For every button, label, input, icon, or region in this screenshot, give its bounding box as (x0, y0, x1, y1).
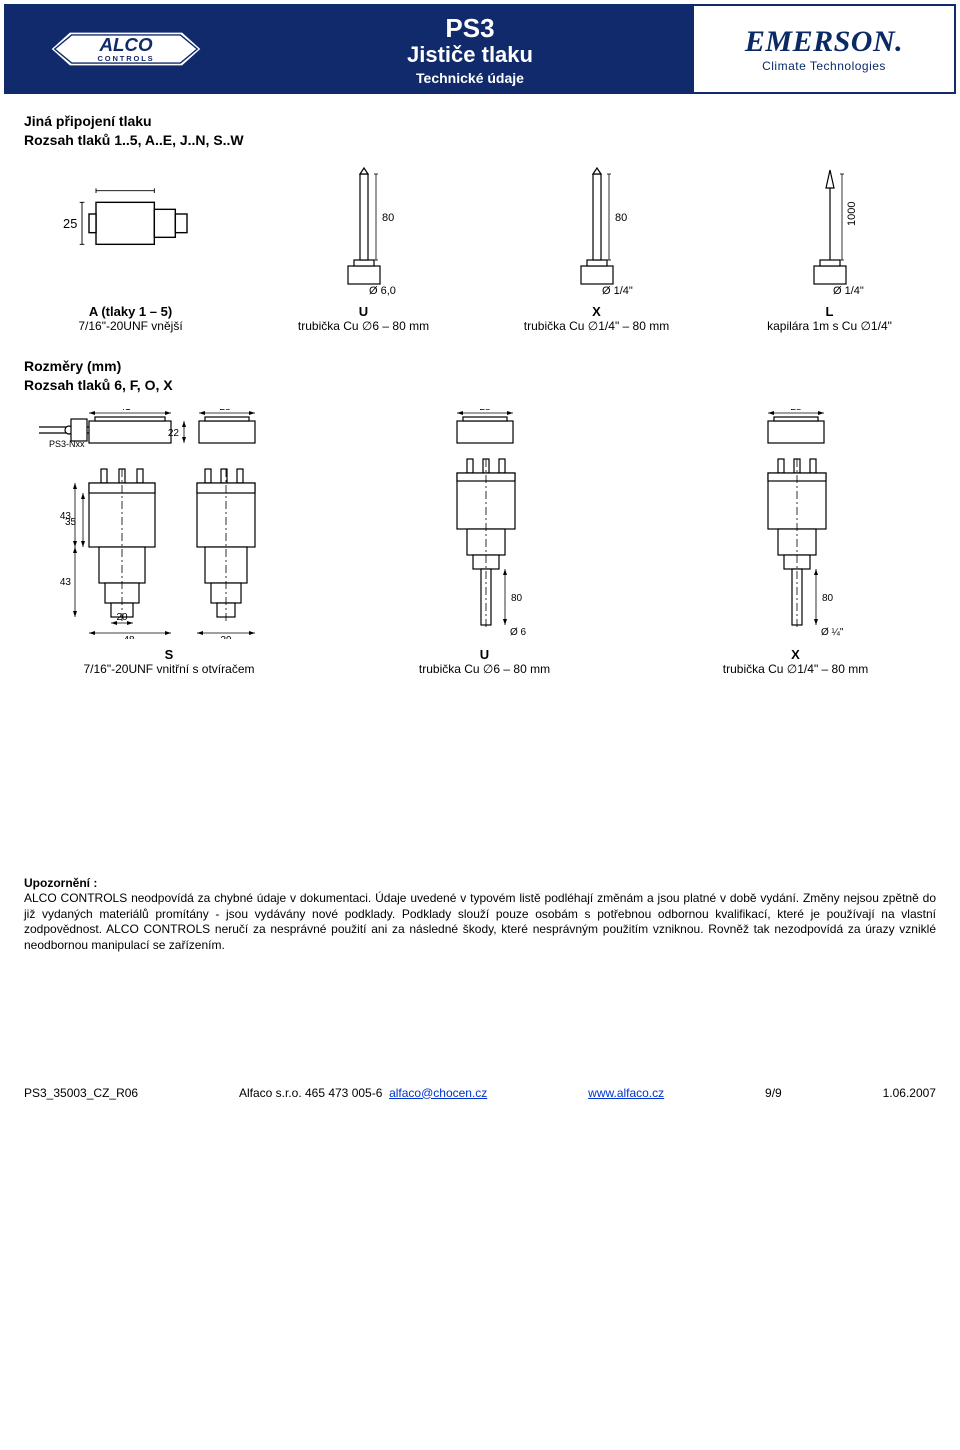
s2-u: 28 80 (344, 409, 625, 676)
s2-s: PS3-Nxx 41 28 22 (24, 409, 314, 676)
section2-heading: Rozměry (mm) Rozsah tlaků 6, F, O, X (24, 357, 936, 395)
s1-l-sub: kapilára 1m s Cu ∅1/4" (723, 319, 936, 333)
svg-text:Ø 1/4": Ø 1/4" (833, 285, 864, 296)
footer-doc: PS3_35003_CZ_R06 (24, 1086, 138, 1100)
svg-text:28: 28 (479, 409, 491, 413)
alco-subtext: CONTROLS (97, 54, 154, 63)
emerson-logo: EMERSON. Climate Technologies (745, 25, 903, 73)
emerson-brand: EMERSON. (745, 25, 903, 59)
section1-heading: Jiná připojení tlaku Rozsah tlaků 1..5, … (24, 112, 936, 150)
s2-h2: Rozsah tlaků 6, F, O, X (24, 376, 936, 395)
footer-email-link[interactable]: alfaco@chocen.cz (389, 1086, 487, 1100)
svg-text:22: 22 (168, 428, 180, 439)
section1-row: 25 A (tlaky 1 – 5) 7/16"-20UNF vnější (24, 166, 936, 333)
svg-text:25: 25 (63, 216, 77, 231)
s2-u-drawing: 28 80 (344, 409, 625, 639)
s1-h1: Jiná připojení tlaku (24, 112, 936, 131)
svg-text:Ø 6: Ø 6 (510, 627, 527, 638)
title-line1: PS3 (445, 13, 494, 44)
s1-u-drawing: 80 Ø 6,0 (257, 166, 470, 296)
svg-text:Ø 1/4": Ø 1/4" (602, 285, 633, 296)
s1-a-drawing: 25 (24, 166, 237, 296)
footer-company-block: Alfaco s.r.o. 465 473 005-6 alfaco@choce… (239, 1086, 487, 1100)
s2-x-head: X (655, 647, 936, 662)
header-title: PS3 Jističe tlaku Technické údaje (246, 6, 694, 92)
s1-l: 1000 Ø 1/4" L kapilára 1m s Cu ∅1/4" (723, 166, 936, 333)
s2-x: 28 80 Ø ¼" (655, 409, 936, 676)
svg-text:Ø 6,0: Ø 6,0 (369, 285, 396, 296)
s1-x-sub: trubička Cu ∅1/4" – 80 mm (490, 319, 703, 333)
title-line3: Technické údaje (416, 70, 524, 86)
emerson-logo-box: EMERSON. Climate Technologies (694, 6, 954, 92)
s1-x: 80 Ø 1/4" X trubička Cu ∅1/4" – 80 mm (490, 166, 703, 333)
s1-x-head: X (490, 304, 703, 319)
svg-text:41: 41 (119, 409, 131, 413)
svg-text:1000: 1000 (846, 201, 858, 225)
alco-text: ALCO (98, 34, 153, 55)
s1-u-sub: trubička Cu ∅6 – 80 mm (257, 319, 470, 333)
s1-l-head: L (723, 304, 936, 319)
footer: PS3_35003_CZ_R06 Alfaco s.r.o. 465 473 0… (0, 1074, 960, 1120)
emerson-sub: Climate Technologies (745, 59, 903, 73)
s1-h2: Rozsah tlaků 1..5, A..E, J..N, S..W (24, 131, 936, 150)
svg-text:80: 80 (511, 593, 523, 604)
svg-text:PS3-Nxx: PS3-Nxx (49, 439, 85, 449)
footer-date: 1.06.2007 (883, 1086, 936, 1100)
notice-head: Upozornění : (24, 876, 97, 890)
s1-x-drawing: 80 Ø 1/4" (490, 166, 703, 296)
s2-u-head: U (344, 647, 625, 662)
s1-a: 25 A (tlaky 1 – 5) 7/16"-20UNF vnější (24, 166, 237, 333)
svg-text:80: 80 (615, 212, 627, 224)
s2-x-sub: trubička Cu ∅1/4" – 80 mm (655, 662, 936, 676)
title-line2: Jističe tlaku (407, 42, 533, 68)
page-content: Jiná připojení tlaku Rozsah tlaků 1..5, … (0, 104, 960, 974)
svg-text:43: 43 (60, 577, 72, 588)
alco-logo: ALCO CONTROLS (41, 19, 211, 79)
s1-l-drawing: 1000 Ø 1/4" (723, 166, 936, 296)
svg-text:39: 39 (220, 635, 232, 639)
s2-h1: Rozměry (mm) (24, 357, 936, 376)
notice: Upozornění : ALCO CONTROLS neodpovídá za… (24, 876, 936, 954)
s2-x-drawing: 28 80 Ø ¼" (655, 409, 936, 639)
svg-text:28: 28 (219, 409, 231, 413)
svg-text:80: 80 (382, 212, 394, 224)
s2-s-sub: 7/16"-20UNF vnitřní s otvíračem (24, 662, 314, 676)
section2-row: PS3-Nxx 41 28 22 (24, 409, 936, 676)
s2-s-drawing: PS3-Nxx 41 28 22 (24, 409, 314, 639)
svg-text:Ø ¼": Ø ¼" (821, 626, 844, 638)
svg-text:48: 48 (123, 635, 135, 639)
s1-a-head: A (tlaky 1 – 5) (24, 304, 237, 319)
s2-u-sub: trubička Cu ∅6 – 80 mm (344, 662, 625, 676)
s1-u: 80 Ø 6,0 U trubička Cu ∅6 – 80 mm (257, 166, 470, 333)
footer-page: 9/9 (765, 1086, 782, 1100)
header-bar: ALCO CONTROLS PS3 Jističe tlaku Technick… (4, 4, 956, 94)
svg-text:20: 20 (116, 612, 128, 623)
footer-company: Alfaco s.r.o. 465 473 005-6 (239, 1086, 382, 1100)
svg-text:28: 28 (790, 409, 802, 413)
alco-logo-box: ALCO CONTROLS (6, 6, 246, 92)
s1-a-sub: 7/16"-20UNF vnější (24, 319, 237, 333)
notice-body: ALCO CONTROLS neodpovídá za chybné údaje… (24, 891, 936, 952)
footer-web-link[interactable]: www.alfaco.cz (588, 1086, 664, 1100)
s2-s-head: S (24, 647, 314, 662)
svg-text:80: 80 (822, 593, 834, 604)
s1-u-head: U (257, 304, 470, 319)
svg-text:35: 35 (65, 517, 77, 528)
